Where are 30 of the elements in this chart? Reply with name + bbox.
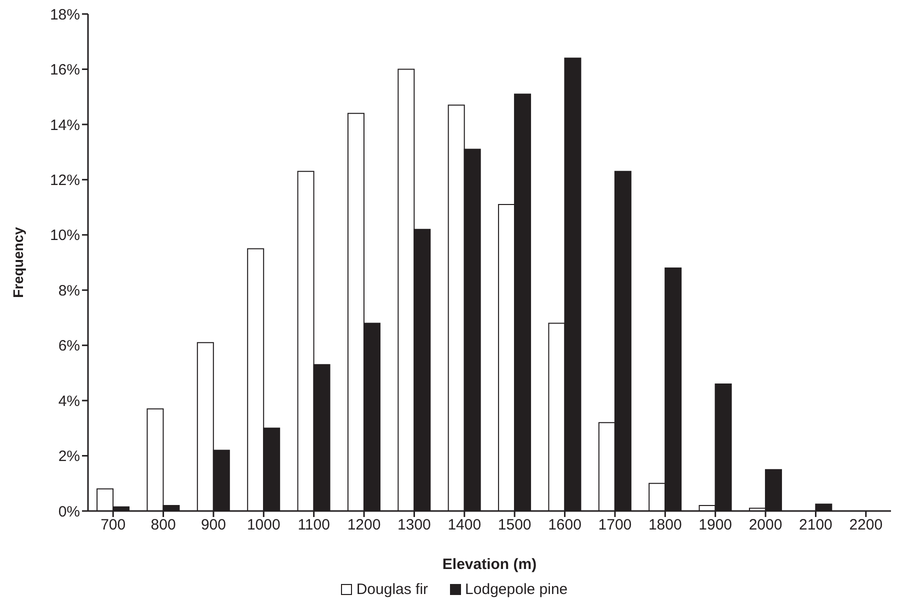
- x-tick-label: 1700: [598, 516, 632, 534]
- y-tick-label: 18%: [50, 6, 80, 24]
- x-axis-title: Elevation (m): [442, 556, 537, 573]
- y-tick-label: 4%: [58, 392, 80, 410]
- x-tick-label: 2200: [849, 516, 883, 534]
- x-tick-label: 1600: [548, 516, 582, 534]
- legend-label: Douglas fir: [356, 581, 428, 598]
- y-tick-label: 2%: [58, 448, 80, 466]
- x-tick-label: 1500: [498, 516, 532, 534]
- x-tick-label: 1300: [398, 516, 431, 534]
- y-tick-label: 6%: [58, 338, 80, 355]
- x-tick-label: 1900: [698, 516, 732, 534]
- x-tick-label: 1400: [448, 516, 482, 534]
- y-tick-label: 10%: [50, 227, 80, 244]
- x-tick-label: 1200: [347, 516, 381, 534]
- x-tick-label: 1100: [298, 516, 330, 534]
- y-tick-label: 16%: [50, 62, 80, 79]
- x-tick-label: 700: [100, 516, 126, 534]
- y-axis-title: Frequency: [10, 226, 26, 298]
- x-tick-label: 800: [150, 516, 176, 534]
- y-tick-label: 14%: [50, 116, 80, 134]
- x-tick-label: 2000: [748, 516, 782, 534]
- x-tick-label: 900: [200, 516, 226, 534]
- y-tick-label: 8%: [58, 282, 80, 300]
- x-tick-label: 1800: [648, 516, 682, 534]
- legend-label: Lodgepole pine: [465, 581, 568, 598]
- y-tick-label: 12%: [50, 172, 80, 189]
- x-tick-label: 1000: [246, 516, 280, 534]
- x-tick-label: 2100: [799, 516, 832, 534]
- y-tick-label: 0%: [58, 503, 80, 520]
